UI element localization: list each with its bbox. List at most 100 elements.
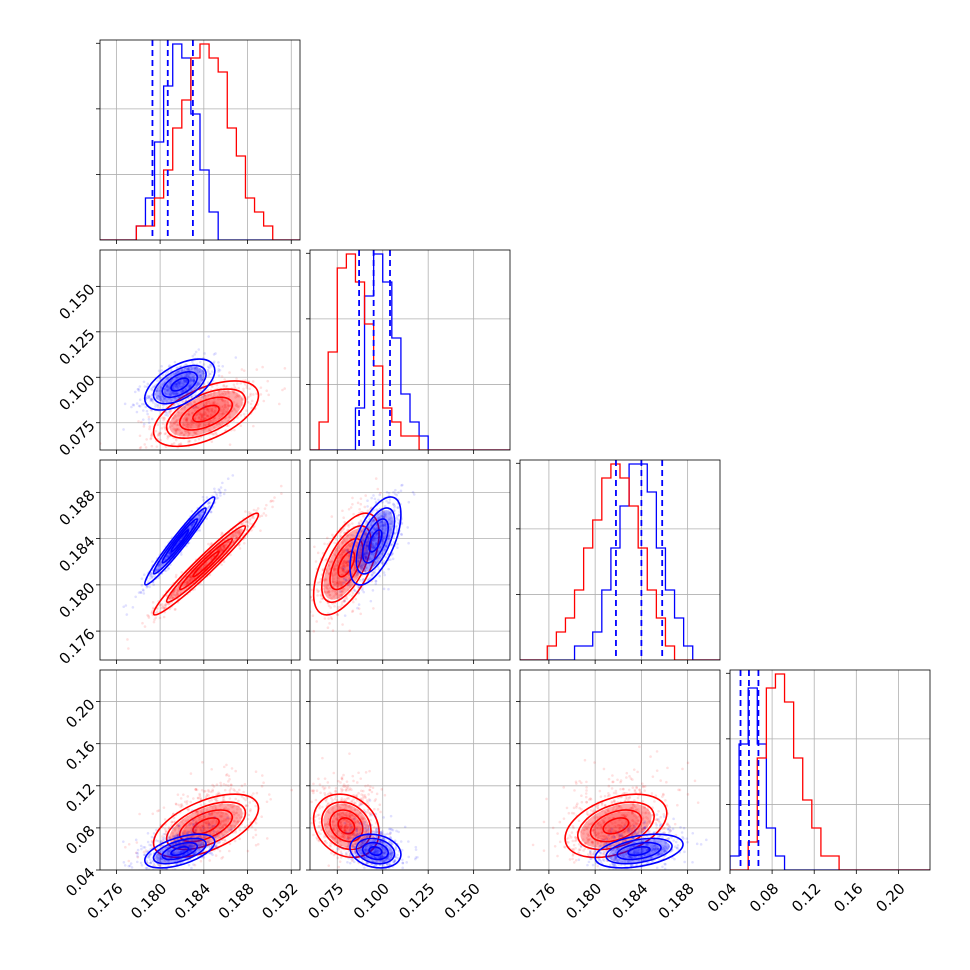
- scatter-point: [325, 586, 329, 590]
- scatter-point: [149, 387, 153, 391]
- scatter-point: [181, 369, 184, 373]
- scatter-point: [396, 518, 400, 521]
- scatter-point: [208, 812, 211, 816]
- scatter-point: [254, 770, 258, 774]
- scatter-point: [346, 547, 350, 551]
- scatter-point: [346, 548, 350, 552]
- scatter-point: [184, 425, 188, 429]
- scatter-point: [191, 375, 195, 379]
- scatter-point: [178, 396, 182, 400]
- scatter-point: [385, 526, 388, 530]
- scatter-point: [376, 526, 380, 530]
- scatter-point: [172, 384, 176, 388]
- scatter-point: [154, 429, 158, 433]
- contour-2-0-series-1-level-2: [165, 525, 247, 603]
- scatter-point: [221, 365, 225, 368]
- scatter-point: [356, 501, 360, 505]
- scatter-point: [175, 392, 179, 396]
- scatter-point: [140, 847, 143, 851]
- contour-2-0-series-0-level-0: [170, 529, 190, 553]
- scatter-point: [221, 532, 224, 536]
- scatter-point: [400, 521, 404, 525]
- scatter-point: [186, 579, 189, 583]
- scatter-point: [171, 417, 175, 420]
- scatter-point: [144, 849, 148, 852]
- scatter-point: [341, 567, 344, 571]
- scatter-point: [150, 835, 154, 839]
- scatter-point: [342, 563, 346, 567]
- y-tick-label-2-2: 0.184: [55, 532, 98, 575]
- scatter-point: [208, 813, 212, 817]
- scatter-point: [198, 825, 201, 829]
- scatter-point: [146, 382, 150, 386]
- scatter-point: [362, 514, 365, 518]
- scatter-point: [262, 512, 266, 515]
- scatter-point: [192, 406, 195, 409]
- scatter-point: [333, 590, 337, 594]
- scatter-point: [171, 855, 174, 859]
- scatter-point: [371, 519, 374, 522]
- scatter-point: [219, 548, 222, 552]
- scatter-point: [174, 392, 178, 395]
- scatter-point: [340, 566, 343, 569]
- scatter-point: [168, 394, 172, 397]
- scatter-point: [259, 393, 263, 396]
- scatter-point: [157, 369, 161, 373]
- scatter-point: [152, 620, 156, 624]
- scatter-point: [123, 402, 127, 406]
- scatter-point: [281, 388, 284, 392]
- scatter-point: [361, 588, 364, 592]
- scatter-point: [232, 788, 235, 791]
- scatter-point: [175, 383, 179, 387]
- scatter-point: [207, 335, 210, 338]
- scatter-point: [211, 825, 214, 828]
- y-tick-label-2-3: 0.188: [55, 486, 98, 529]
- scatter-point: [189, 401, 192, 405]
- scatter-point: [381, 537, 385, 541]
- scatter-point: [166, 567, 170, 571]
- scatter-point: [150, 434, 153, 438]
- scatter-point: [230, 409, 234, 413]
- scatter-point: [163, 387, 166, 391]
- scatter-point: [170, 392, 174, 395]
- scatter-point: [227, 849, 231, 853]
- scatter-point: [356, 525, 360, 529]
- scatter-point: [169, 855, 173, 859]
- scatter-point: [359, 564, 362, 568]
- scatter-point: [325, 571, 329, 574]
- scatter-point: [333, 583, 337, 586]
- scatter-point: [344, 548, 348, 551]
- scatter-point: [211, 789, 214, 793]
- scatter-point: [150, 576, 154, 580]
- scatter-point: [207, 542, 210, 546]
- scatter-point: [359, 530, 363, 534]
- scatter-point: [344, 561, 348, 564]
- scatter-point: [225, 830, 229, 834]
- scatter-point: [211, 433, 215, 436]
- scatter-point: [175, 382, 178, 386]
- scatter-point: [151, 560, 154, 563]
- scatter-point: [167, 410, 171, 413]
- scatter-point: [384, 544, 388, 548]
- scatter-point: [358, 554, 362, 557]
- scatter-point: [320, 597, 323, 600]
- scatter-point: [186, 430, 190, 433]
- scatter-point: [149, 572, 153, 576]
- scatter-point: [135, 410, 139, 414]
- scatter-point: [330, 597, 333, 600]
- scatter-point: [166, 853, 169, 856]
- scatter-point: [187, 373, 191, 376]
- scatter-point: [184, 380, 187, 384]
- scatter-point: [218, 826, 222, 830]
- scatter-point: [176, 392, 180, 396]
- scatter-point: [207, 501, 211, 505]
- scatter-point: [170, 405, 174, 408]
- scatter-point: [217, 791, 220, 795]
- scatter-point: [228, 415, 232, 419]
- scatter-point: [130, 405, 133, 409]
- scatter-point: [197, 415, 201, 419]
- scatter-point: [194, 431, 197, 434]
- scatter-point: [156, 403, 160, 407]
- scatter-point: [212, 819, 215, 822]
- contour-2-0-series-1-level-1: [178, 537, 234, 591]
